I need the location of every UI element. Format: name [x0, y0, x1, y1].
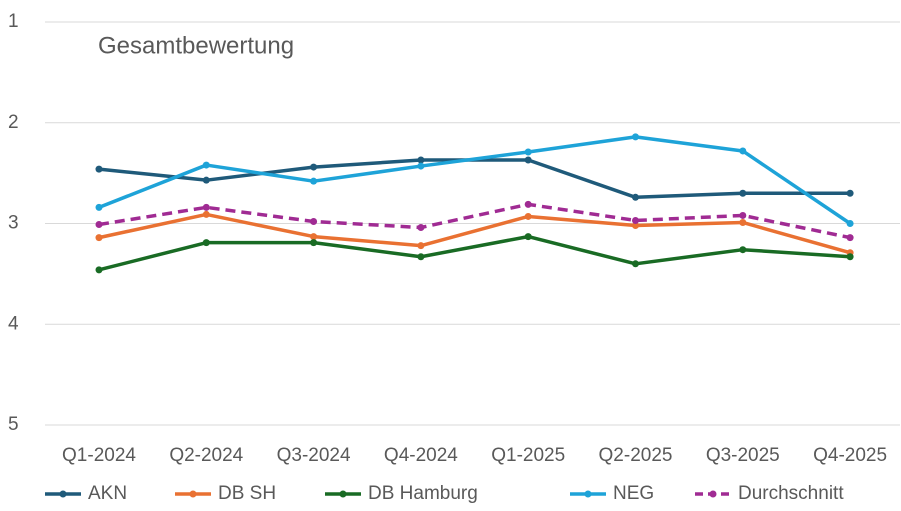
data-point [632, 133, 639, 141]
chart-title: Gesamtbewertung [98, 32, 294, 59]
series-line [98, 202, 851, 240]
data-point [310, 217, 318, 225]
x-tick-label: Q4-2025 [813, 445, 887, 466]
data-point [417, 224, 425, 232]
x-tick-label: Q2-2025 [599, 445, 673, 466]
legend-label: DB SH [218, 483, 276, 504]
data-point [632, 260, 639, 268]
data-point [417, 242, 425, 250]
x-tick-label: Q1-2025 [491, 445, 565, 466]
data-point [846, 253, 854, 261]
data-point [310, 239, 318, 247]
x-tick-label: Q2-2024 [169, 445, 243, 466]
data-point [846, 220, 854, 227]
x-tick-label: Q3-2024 [277, 445, 351, 466]
data-point [739, 246, 747, 254]
data-point [417, 253, 425, 261]
data-point [417, 162, 425, 170]
data-point [202, 210, 210, 218]
data-point [739, 218, 747, 226]
series-line [98, 234, 851, 272]
data-point [739, 147, 747, 155]
x-tick-label: Q4-2024 [384, 445, 458, 466]
y-tick-label: 2 [8, 112, 19, 133]
data-point [524, 148, 532, 156]
x-tick-label: Q3-2025 [706, 445, 780, 466]
data-point [202, 239, 210, 247]
data-point [524, 212, 532, 220]
legend-marker [339, 490, 347, 498]
data-point [524, 200, 532, 208]
data-point [739, 211, 747, 219]
x-tick-label: Q1-2024 [62, 445, 136, 466]
data-point [310, 163, 318, 171]
data-point [202, 203, 210, 211]
data-point [95, 165, 103, 173]
data-point [310, 233, 318, 241]
data-point [524, 156, 532, 164]
data-point [632, 193, 639, 201]
data-point [739, 189, 747, 197]
series-line [98, 135, 852, 225]
data-point [202, 176, 210, 184]
data-point [95, 221, 103, 229]
data-point [632, 222, 639, 230]
data-point [310, 177, 318, 185]
data-point [417, 156, 425, 164]
y-tick-label: 4 [8, 313, 19, 334]
y-tick-label: 3 [8, 213, 19, 234]
legend-label: DB Hamburg [368, 483, 478, 504]
data-point [202, 161, 210, 169]
legend-marker [189, 490, 197, 498]
data-point [95, 234, 103, 242]
legend-marker [709, 490, 717, 498]
legend-label: NEG [613, 483, 654, 504]
data-point [846, 189, 854, 197]
y-tick-label: 5 [8, 414, 19, 435]
data-point [846, 234, 854, 242]
series-line [98, 212, 851, 255]
y-tick-label: 1 [8, 11, 19, 32]
legend-label: AKN [88, 483, 127, 504]
data-point [95, 203, 103, 211]
data-point [524, 233, 532, 241]
legend-marker [59, 490, 67, 498]
data-point [95, 266, 103, 274]
data-point [632, 216, 639, 224]
legend-marker [584, 490, 592, 498]
legend-label: Durchschnitt [738, 483, 844, 504]
